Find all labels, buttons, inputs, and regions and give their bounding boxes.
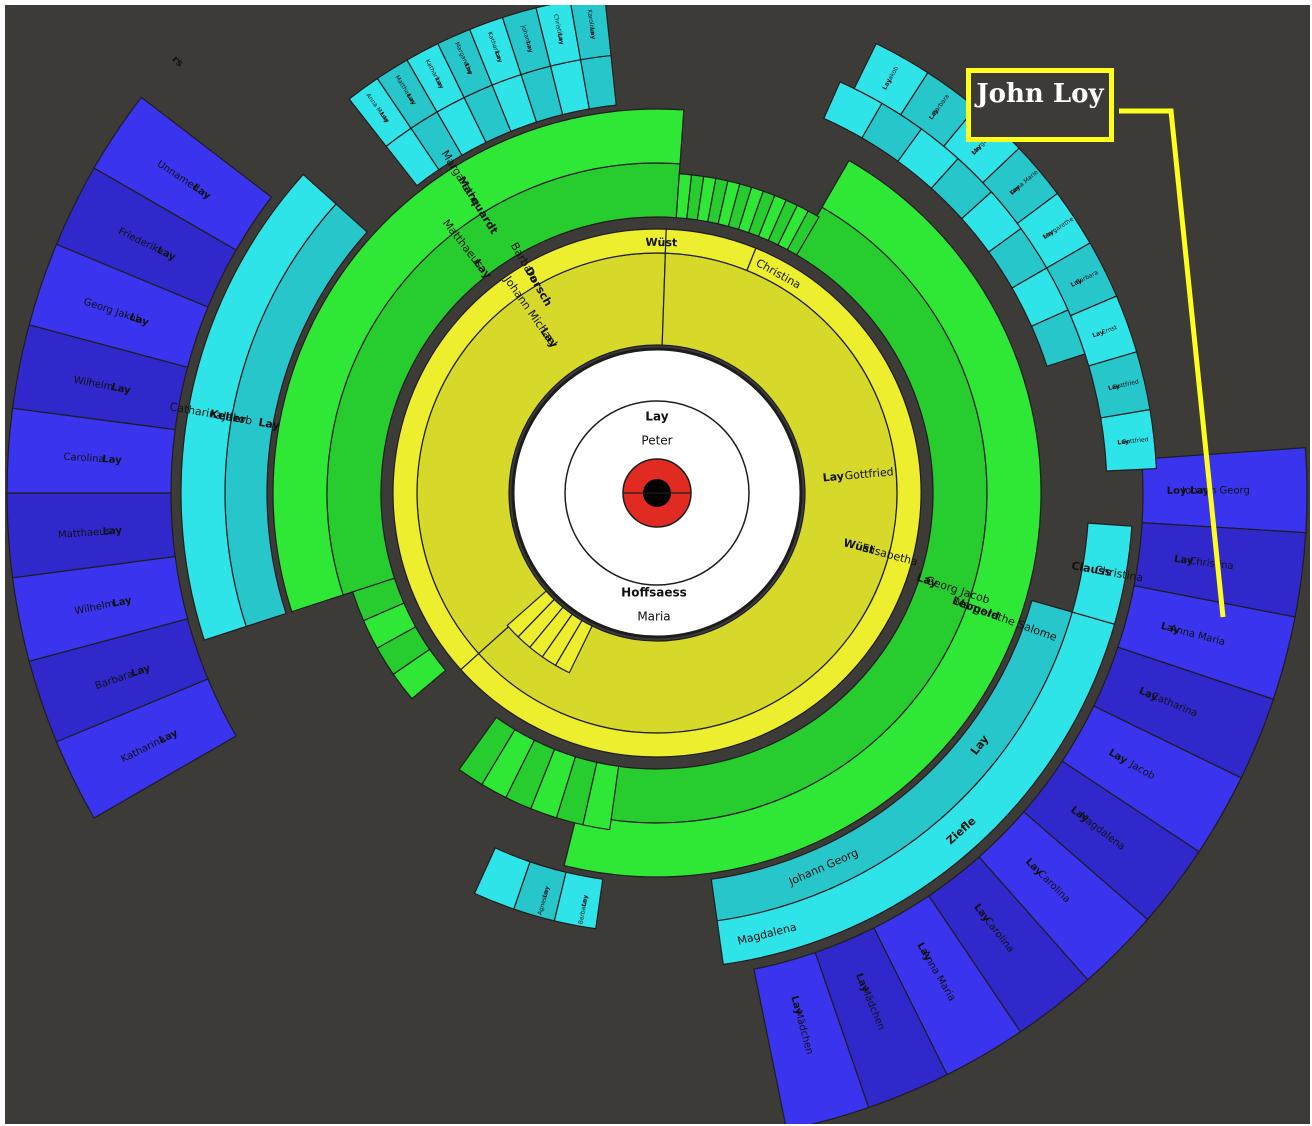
- gen5-left-4-surname: Lay: [102, 454, 122, 466]
- gen3-left-outer[interactable]: [272, 108, 685, 613]
- gen5-bottom-0-given: Barbara: [578, 900, 589, 925]
- gen5-topleft-3-surname: Lay: [463, 62, 474, 76]
- gen3-right-outer[interactable]: [563, 159, 1042, 878]
- callout-label: John Loy: [976, 79, 1104, 109]
- gen5-topright-7-surname: Lay: [1108, 383, 1121, 392]
- gen5-right-segment[interactable]: [753, 951, 870, 1124]
- gen5-right-0-given: Johann Georg: [1181, 485, 1250, 496]
- callout-box: John Loy: [966, 68, 1114, 142]
- gen5-topright-6-surname: Lay: [1092, 329, 1105, 340]
- gen5-topright-8-surname: Lay: [1117, 438, 1129, 446]
- gen4-left-outer[interactable]: [180, 173, 337, 641]
- gen5-topright-8-given: Gottfried: [1121, 436, 1149, 446]
- gen5-topleft-2-surname: Lay: [433, 77, 445, 91]
- gen3-slice-top[interactable]: [786, 210, 820, 256]
- gen3-slice-bottom[interactable]: [458, 716, 516, 786]
- gen5-topleft-segment[interactable]: [570, 5, 612, 61]
- center-layer: Lay Peter Hoffsaess Maria: [511, 347, 803, 639]
- gen5-left-segment[interactable]: [93, 96, 273, 251]
- gen5-topleft-7-surname: Lay: [588, 27, 597, 40]
- gen2-sliver[interactable]: [506, 590, 556, 638]
- gen5-right-0-surname: Loy Lay: [1167, 486, 1210, 497]
- gen4-right-clauss[interactable]: [1071, 522, 1133, 625]
- gen5-topright-segment[interactable]: [1100, 408, 1158, 472]
- mother-given: Maria: [637, 610, 670, 624]
- callout-connector: [1119, 108, 1226, 618]
- gen5-left-4-given: Carolina: [63, 452, 105, 465]
- gen5-topright-0-surname: Lay: [881, 78, 893, 92]
- mother-surname: Hoffsaess: [621, 586, 687, 600]
- gen5-topleft-5-surname: Lay: [524, 40, 534, 53]
- gen5-topleft-4-surname: Lay: [493, 50, 504, 63]
- center-given: Peter: [641, 434, 672, 448]
- gen5-left-5-surname: Lay: [110, 382, 132, 397]
- gen4-b-given: Jakob: [221, 409, 253, 427]
- gen5-right-10-surname: Lay: [788, 995, 804, 1017]
- maternal-grandfather-given: Gottfried: [844, 465, 894, 482]
- gen5-bottom-0-surname: Lay: [581, 894, 590, 907]
- gen5-right-1-surname: Lay: [1173, 554, 1194, 567]
- gen5-topright-5-surname: Lay: [1070, 277, 1084, 288]
- gen3-slice-left[interactable]: [351, 577, 405, 622]
- gen5-left-3-surname: Lay: [102, 525, 123, 537]
- gen5-topleft-6-surname: Lay: [556, 33, 565, 46]
- maternal-grandfather-surname: Lay: [822, 470, 844, 485]
- gen5-left-2-surname: Lay: [111, 595, 133, 610]
- gen3-c-surname: Lay: [915, 571, 939, 590]
- gen5-left-3-given: Matthaeus: [58, 526, 111, 541]
- gen1-divider: [564, 400, 750, 586]
- segments-layer: [6, 5, 1308, 1124]
- gen4-a-surname: Keller: [209, 407, 247, 426]
- center-surname: Lay: [645, 410, 668, 424]
- gen2-outer-right[interactable]: [459, 247, 922, 758]
- gen4-slice-bottom[interactable]: [473, 847, 531, 910]
- gen4-b-surname: Lay: [257, 416, 280, 432]
- gen5-bottom-1-surname: Lay: [541, 885, 551, 898]
- top-ancestor-surname: Wüst: [645, 236, 677, 250]
- gen5-left-edge: rs: [170, 54, 185, 69]
- gen4-right-outer[interactable]: [716, 611, 1116, 966]
- gen5-right-2-surname: Lay: [1160, 621, 1182, 637]
- gen5-topleft-7-given: Karoline: [586, 9, 596, 34]
